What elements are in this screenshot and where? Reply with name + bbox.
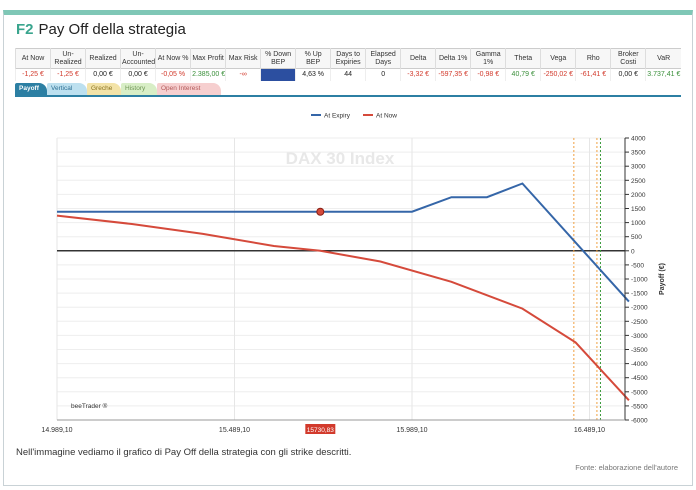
- y-tick-label-19: 3500: [631, 150, 646, 157]
- stats-header-18: VaR: [645, 48, 681, 69]
- figure-caption: Nell'immagine vediamo il grafico di Pay …: [16, 447, 352, 458]
- stats-value-12: -597,35 €: [435, 68, 471, 81]
- stats-header-13: Gamma 1%: [470, 48, 506, 69]
- tab-greche[interactable]: Greche: [87, 83, 121, 95]
- stats-header-3: Un-Accounted: [120, 48, 156, 69]
- x-tick-label-0: 14.989,10: [41, 427, 72, 434]
- stats-value-10: 0: [365, 68, 401, 81]
- stats-value-2: 0,00 €: [85, 68, 121, 81]
- stats-header-14: Theta: [505, 48, 541, 69]
- stats-value-11: -3,32 €: [400, 68, 436, 81]
- figure-frame: [3, 10, 693, 486]
- y-tick-label-7: -2500: [631, 319, 648, 326]
- brand-label: beeTrader ®: [71, 402, 108, 410]
- stats-value-6: -∞: [225, 68, 261, 81]
- stats-value-row: -1,25 € -1,25 €0,00 €0,00 € -0,05 % 2.385,0…: [14, 68, 681, 81]
- stats-value-5: 2.385,00 €: [190, 68, 226, 81]
- stats-value-14: 40,79 €: [505, 68, 541, 81]
- tab-bar: Payoff Vertical Greche History Open Interest: [15, 83, 681, 97]
- y-tick-label-13: 500: [631, 234, 642, 241]
- tab-history[interactable]: History: [121, 83, 157, 95]
- stats-value-17: 0,00 €: [610, 68, 646, 81]
- stats-header-6: Max Risk: [225, 48, 261, 69]
- y-tick-label-20: 4000: [631, 136, 646, 143]
- legend-label-1: At Now: [376, 113, 397, 120]
- stats-value-13: -0,98 €: [470, 68, 506, 81]
- y-tick-label-6: -3000: [631, 333, 648, 340]
- stats-value-0: -1,25 €: [14, 68, 51, 81]
- stats-header-9: Days to Expiries: [330, 48, 366, 69]
- y-tick-label-0: -6000: [631, 418, 648, 425]
- stats-header-7: % Down BEP: [260, 48, 296, 69]
- stats-value-7: [260, 68, 296, 81]
- y-tick-label-11: -500: [631, 262, 644, 269]
- stats-header-17: Broker Costi: [610, 48, 646, 69]
- stats-value-3: 0,00 €: [120, 68, 156, 81]
- stats-value-9: 44: [330, 68, 366, 81]
- figure-title: F2 Pay Off della strategia: [16, 21, 186, 38]
- stats-header-15: Vega: [540, 48, 576, 69]
- y-tick-label-4: -4000: [631, 361, 648, 368]
- stats-header-10: Elapsed Days: [365, 48, 401, 69]
- y-tick-label-9: -1500: [631, 291, 648, 298]
- y-tick-label-3: -4500: [631, 375, 648, 382]
- y-axis-title: Payoff (€): [659, 263, 666, 295]
- stats-header-12: Delta 1%: [435, 48, 471, 69]
- x-tick-label-1: 15.489,10: [219, 427, 250, 434]
- stats-value-4: -0,05 %: [155, 68, 191, 81]
- payoff-chart: DAX 30 Index-6000-5500-5000-4500-4000-35…: [41, 113, 666, 434]
- x-tick-label-3: 16.489,10: [574, 427, 605, 434]
- y-tick-label-18: 3000: [631, 164, 646, 171]
- stats-header-0: At Now: [14, 48, 51, 69]
- figure-source: Fonte: elaborazione dell'autore: [575, 463, 678, 472]
- tab-open-interest[interactable]: Open Interest: [157, 83, 221, 95]
- y-tick-label-16: 2000: [631, 192, 646, 199]
- stats-value-18: 3.737,41 €: [645, 68, 681, 81]
- current-price-point: [316, 207, 325, 216]
- stats-value-8: 4,63 %: [295, 68, 331, 81]
- stats-header-4: At Now %: [155, 48, 191, 69]
- stats-header-8: % Up BEP: [295, 48, 331, 69]
- current-price-flag: [305, 424, 336, 434]
- y-tick-label-8: -2000: [631, 305, 648, 312]
- y-tick-label-14: 1000: [631, 220, 646, 227]
- y-tick-label-2: -5000: [631, 389, 648, 396]
- tab-vertical[interactable]: Vertical: [47, 83, 87, 95]
- figure-title-text: Pay Off della strategia: [38, 21, 186, 38]
- series-line-at-now: [56, 214, 630, 401]
- y-tick-label-5: -3500: [631, 347, 648, 354]
- stats-value-16: -61,41 €: [575, 68, 611, 81]
- stats-header-2: Realized: [85, 48, 121, 69]
- stats-header-16: Rho: [575, 48, 611, 69]
- stats-header-11: Delta: [400, 48, 436, 69]
- y-tick-label-1: -5500: [631, 403, 648, 410]
- y-tick-label-17: 2500: [631, 178, 646, 185]
- y-tick-label-12: 0: [631, 248, 635, 255]
- y-tick-label-10: -1000: [631, 277, 648, 284]
- stats-value-1: -1,25 €: [50, 68, 86, 81]
- stats-table: At Now Un-Realized Realized Un-Accounted At …: [14, 48, 681, 81]
- stats-header-row: At Now Un-Realized Realized Un-Accounted At …: [14, 48, 681, 69]
- tab-payoff[interactable]: Payoff: [15, 83, 47, 95]
- x-tick-label-2: 15.989,10: [396, 427, 427, 434]
- legend-label-0: At Expiry: [324, 113, 351, 120]
- chart-watermark: DAX 30 Index: [286, 149, 395, 168]
- y-tick-label-15: 1500: [631, 206, 646, 213]
- stats-header-1: Un-Realized: [50, 48, 86, 69]
- current-price-label: 15730,83: [307, 427, 334, 434]
- stats-value-15: -250,02 €: [540, 68, 576, 81]
- figure-number: F2: [16, 21, 34, 38]
- stats-header-5: Max Profit: [190, 48, 226, 69]
